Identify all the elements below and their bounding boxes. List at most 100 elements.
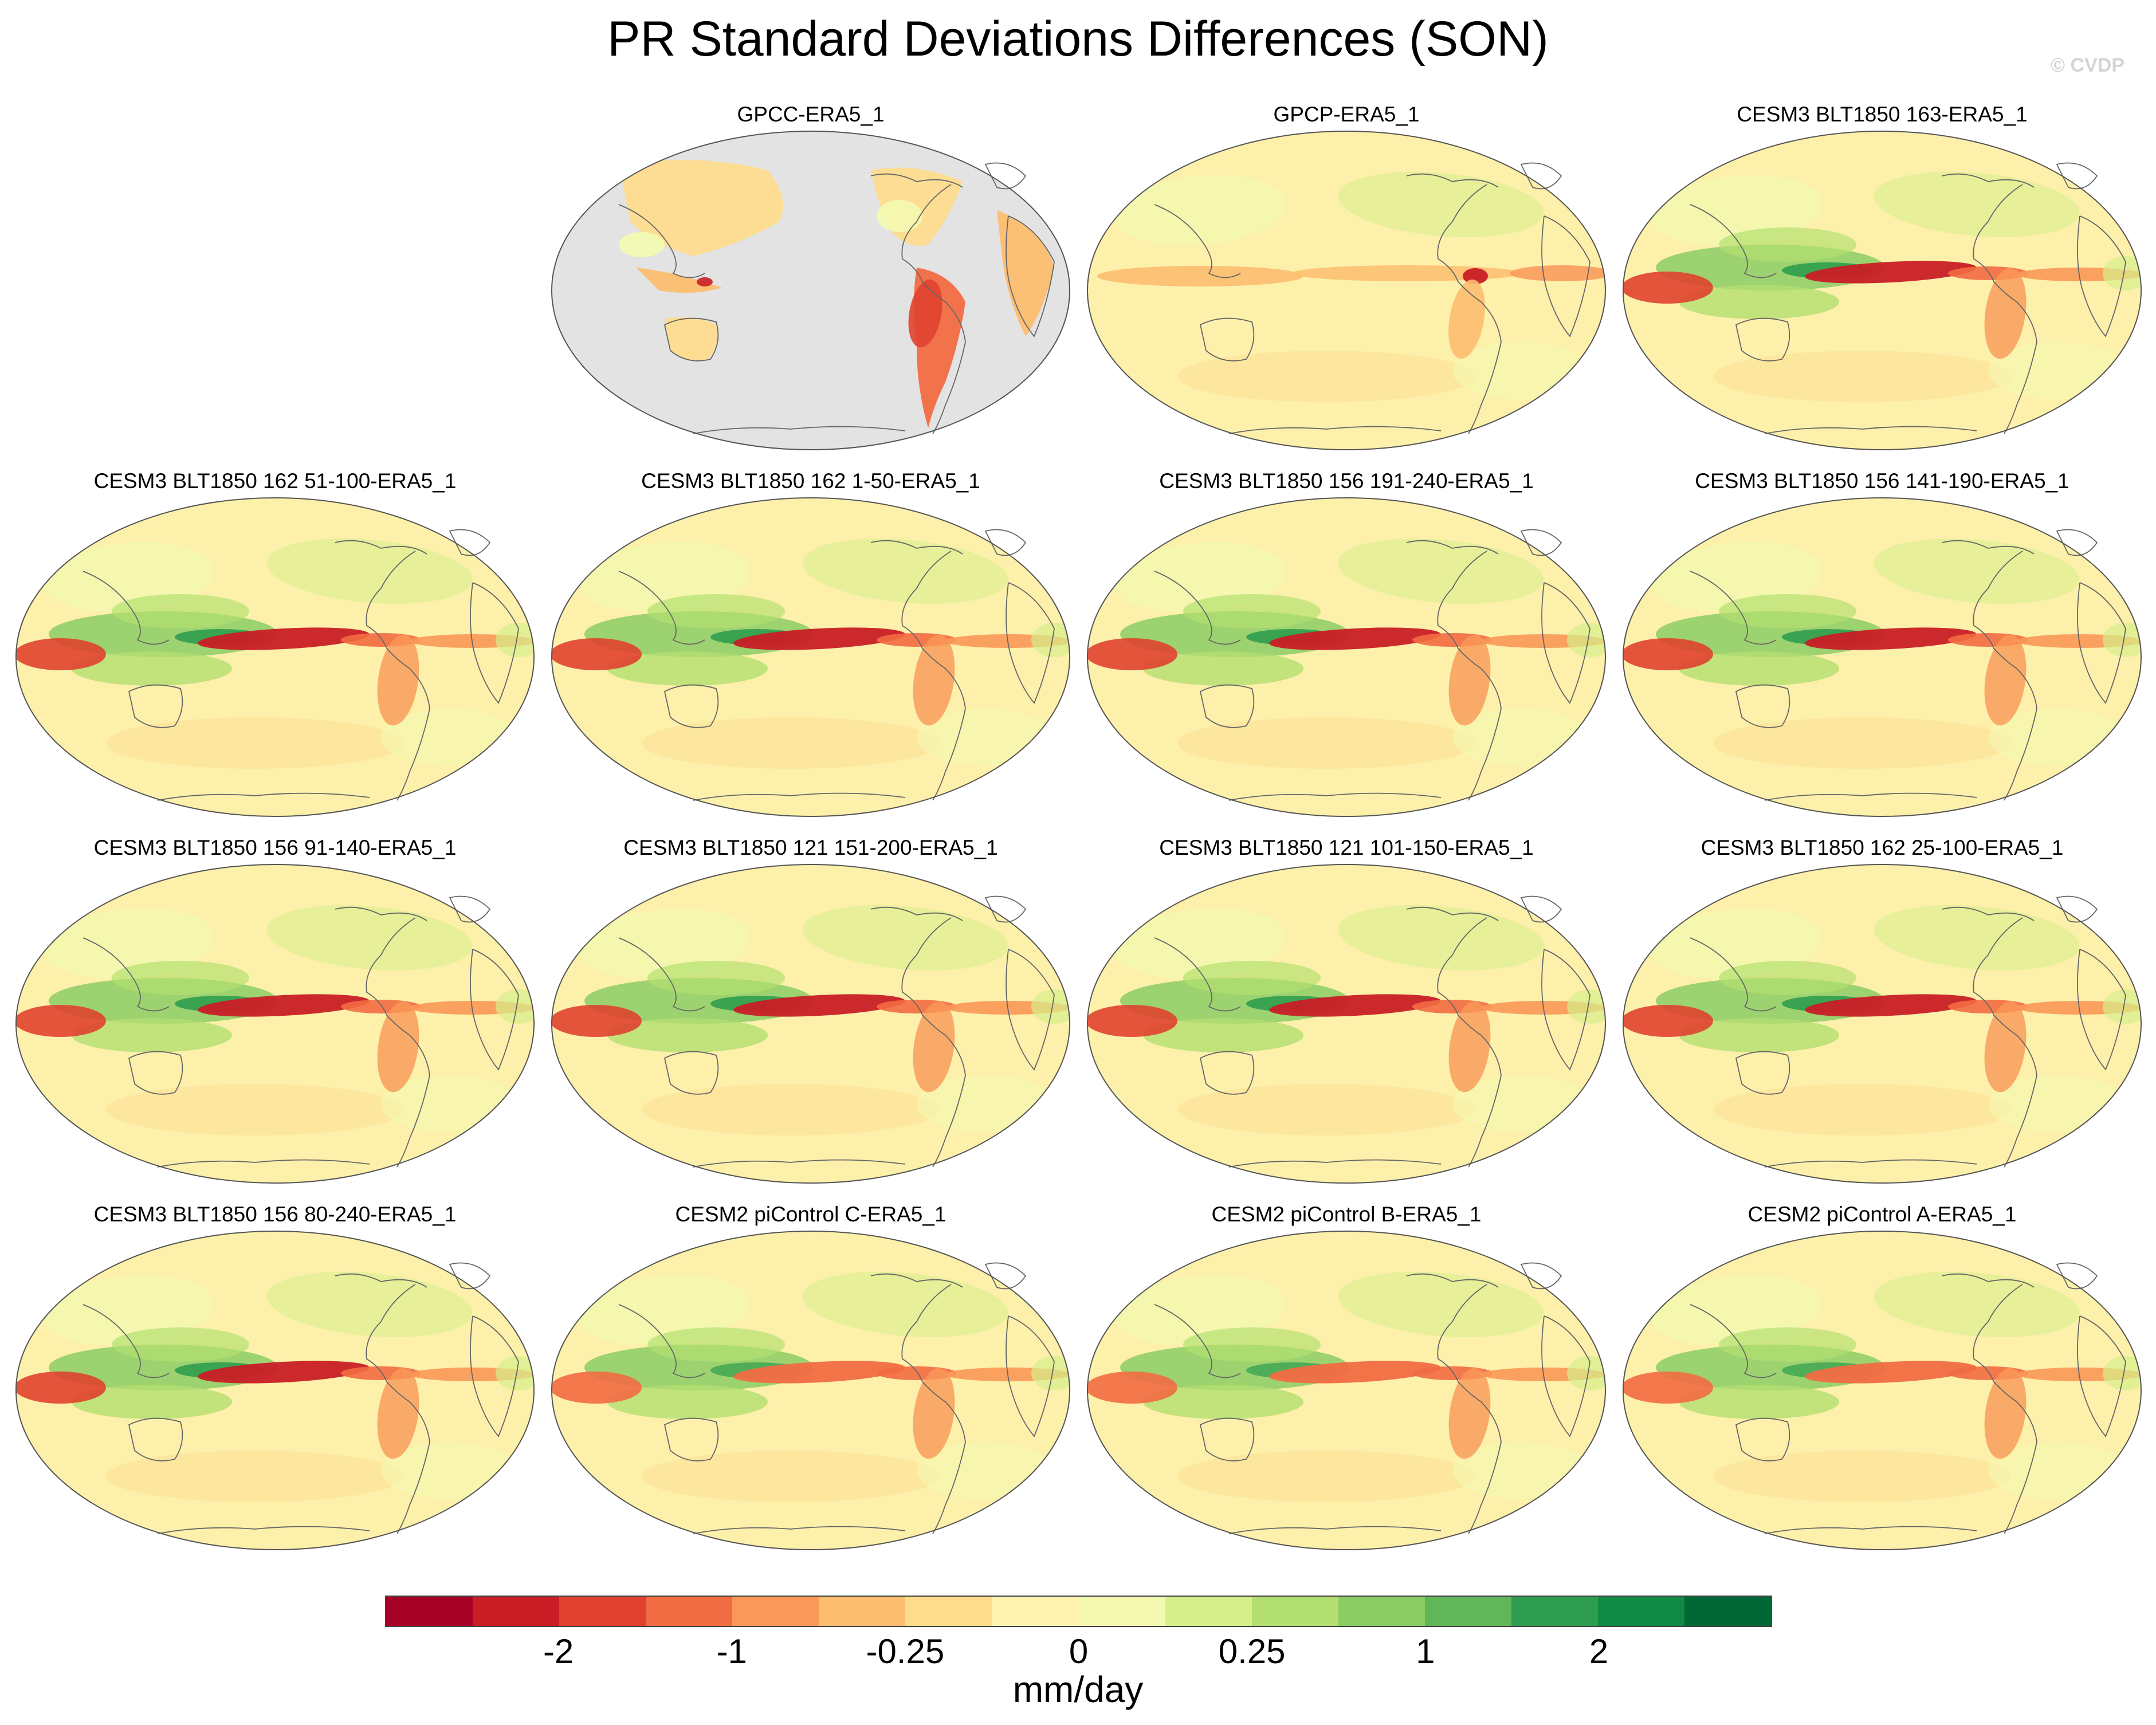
panel-title: CESM3 BLT1850 121 151-200-ERA5_1 <box>623 836 998 859</box>
coastline <box>83 937 170 1012</box>
colorbar-swatch <box>1684 1597 1771 1626</box>
coastline <box>1228 792 1442 801</box>
colorbar-swatch <box>1078 1597 1165 1626</box>
coastline <box>870 173 963 188</box>
map-field <box>1623 1231 2141 1550</box>
map-panel: CESM2 piControl C-ERA5_1 <box>547 1200 1074 1555</box>
map-panel: CESM3 BLT1850 121 151-200-ERA5_1 <box>547 834 1074 1189</box>
coastline <box>901 1284 966 1534</box>
map-field <box>1623 865 2141 1183</box>
map-border <box>15 1231 535 1550</box>
coastline <box>901 184 966 434</box>
coastline <box>1154 204 1241 278</box>
map-border <box>551 1231 1070 1550</box>
map-panel: CESM3 BLT1850 162 1-50-ERA5_1 <box>547 467 1074 822</box>
panel-title: CESM3 BLT1850 156 141-190-ERA5_1 <box>1695 469 2069 493</box>
coastline <box>470 949 519 1071</box>
coastline <box>1942 1273 2035 1288</box>
map-border <box>1087 131 1606 450</box>
coastline <box>1520 529 1562 556</box>
coastline <box>128 1051 183 1095</box>
world-map <box>15 497 535 817</box>
coastline <box>366 917 430 1168</box>
coastline <box>1437 1284 1502 1534</box>
coastline <box>157 792 370 801</box>
coastline <box>1735 317 1790 361</box>
panel-title: CESM3 BLT1850 162 25-100-ERA5_1 <box>1701 836 2064 859</box>
panel-title: GPCC-ERA5_1 <box>737 103 885 126</box>
map-field <box>1087 131 1605 450</box>
map-field <box>16 1231 534 1550</box>
coastline <box>1942 906 2035 921</box>
map-border <box>1623 497 2142 817</box>
coastline <box>470 1315 519 1437</box>
map-panel: CESM3 BLT1850 156 141-190-ERA5_1 <box>1619 467 2146 822</box>
coastline <box>984 529 1027 556</box>
coastline <box>2056 895 2098 923</box>
colorbar-swatch <box>905 1597 992 1626</box>
coastline <box>1764 1159 1977 1168</box>
coastline <box>335 540 427 555</box>
world-map <box>1087 497 1606 817</box>
map-border <box>15 864 535 1184</box>
panel-title: CESM3 BLT1850 162 1-50-ERA5_1 <box>641 469 980 493</box>
panel-title: CESM3 BLT1850 162 51-100-ERA5_1 <box>93 469 457 493</box>
colorbar-swatch <box>1424 1597 1511 1626</box>
colorbar <box>385 1596 1772 1627</box>
map-field <box>16 498 534 816</box>
panel-title: CESM2 piControl B-ERA5_1 <box>1211 1203 1482 1226</box>
colorbar-tick-label: -2 <box>543 1632 574 1671</box>
map-panel: CESM3 BLT1850 156 91-140-ERA5_1 <box>11 834 539 1189</box>
coastline <box>1735 1051 1790 1095</box>
world-map <box>1623 1231 2142 1550</box>
coastline <box>1228 1159 1442 1168</box>
coastline <box>1406 540 1499 555</box>
map-panel: CESM3 BLT1850 156 80-240-ERA5_1 <box>11 1200 539 1555</box>
coastline <box>1199 1417 1255 1461</box>
map-field <box>552 1231 1070 1550</box>
world-map <box>551 1231 1070 1550</box>
coastline <box>1437 184 1502 434</box>
colorbar-swatch <box>646 1597 733 1626</box>
coastline <box>693 426 906 434</box>
coastline <box>1199 684 1255 728</box>
coastline <box>335 906 427 921</box>
colorbar-swatch <box>386 1597 473 1626</box>
world-map <box>15 1231 535 1550</box>
coastline <box>157 1159 370 1168</box>
panel-title: CESM2 piControl C-ERA5_1 <box>675 1203 947 1226</box>
coastline <box>870 1273 963 1288</box>
coastline <box>2056 162 2098 190</box>
coastline <box>1520 162 1562 190</box>
coastline <box>2077 215 2126 337</box>
coastline <box>2077 949 2126 1071</box>
coastline <box>618 937 705 1012</box>
panel-title: CESM3 BLT1850 156 91-140-ERA5_1 <box>93 836 457 859</box>
map-field <box>552 498 1070 816</box>
map-border <box>1087 1231 1606 1550</box>
coastline <box>1006 582 1055 704</box>
coastline <box>984 162 1027 190</box>
colorbar-units: mm/day <box>1012 1669 1144 1710</box>
coastline <box>693 792 906 801</box>
coastline <box>870 906 963 921</box>
coastline <box>1764 792 1977 801</box>
coastline <box>2056 529 2098 556</box>
coastline <box>1199 317 1255 361</box>
panel-title: CESM3 BLT1850 156 191-240-ERA5_1 <box>1159 469 1534 493</box>
panel-title: CESM3 BLT1850 163-ERA5_1 <box>1737 103 2028 126</box>
coastline <box>1228 426 1442 434</box>
map-field <box>1087 1231 1605 1550</box>
world-map <box>1087 1231 1606 1550</box>
colorbar-tick-label: -0.25 <box>866 1632 945 1671</box>
coastline <box>984 1262 1027 1290</box>
colorbar-tick-label: 0.25 <box>1218 1632 1286 1671</box>
colorbar-swatch <box>992 1597 1079 1626</box>
panel-title: CESM3 BLT1850 156 80-240-ERA5_1 <box>93 1203 457 1226</box>
world-map <box>551 864 1070 1184</box>
coastline <box>83 571 170 645</box>
map-border <box>1087 864 1606 1184</box>
world-map <box>1087 864 1606 1184</box>
coastline <box>1228 1526 1442 1534</box>
coastline <box>1406 1273 1499 1288</box>
